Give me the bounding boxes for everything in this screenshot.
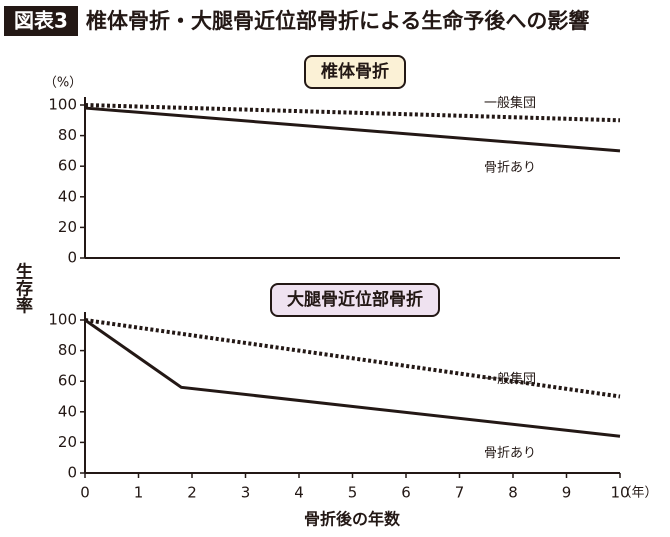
x-tick-label: 4 <box>294 484 304 502</box>
y-tick-label: 40 <box>58 187 77 205</box>
x-axis-label: 骨折後の年数 <box>304 510 401 529</box>
x-tick-label: 3 <box>241 484 251 502</box>
y-tick-label: 100 <box>48 311 77 329</box>
series-line <box>84 318 621 399</box>
x-tick-label: 1 <box>134 484 144 502</box>
y-tick-label: 100 <box>48 96 77 114</box>
y-tick-label: 80 <box>58 126 77 144</box>
chart-title: 大腿骨近位部骨折 <box>287 289 423 310</box>
chart-title: 椎体骨折 <box>320 61 389 82</box>
x-tick-label: 2 <box>187 484 197 502</box>
x-tick-label: 0 <box>80 484 90 502</box>
y-tick-label: 40 <box>58 402 77 420</box>
y-tick-label: 20 <box>58 218 77 236</box>
page-title: 椎体骨折・大腿骨近位部骨折による生命予後への影響 <box>86 9 589 33</box>
badge: 図表3 <box>14 9 68 33</box>
x-tick-label: 10 <box>610 484 629 502</box>
y-tick-label: 20 <box>58 433 77 451</box>
y-tick-label: 80 <box>58 341 77 359</box>
series-label: 骨折あり <box>484 160 536 175</box>
series-line <box>84 106 621 153</box>
series-label: 一般集団 <box>484 371 536 387</box>
title-box <box>304 55 406 89</box>
y-tick-label: 0 <box>67 249 77 267</box>
x-tick-label: 9 <box>562 484 572 502</box>
badge-bg <box>4 6 78 36</box>
title-box <box>270 283 440 317</box>
x-tick-label: 6 <box>401 484 411 502</box>
series-line <box>84 318 621 438</box>
x-tick-label: 5 <box>348 484 358 502</box>
y-unit: （%） <box>44 76 82 91</box>
x-tick-label: 8 <box>508 484 518 502</box>
x-unit: （年） <box>618 486 657 501</box>
y-tick-label: 60 <box>58 157 77 175</box>
y-tick-label: 0 <box>67 464 77 482</box>
y-axis-label: 生存率 <box>12 261 33 314</box>
x-tick-label: 7 <box>455 484 465 502</box>
series-label: 骨折あり <box>484 446 536 461</box>
series-label: 一般集団 <box>484 95 536 111</box>
series-line <box>84 103 621 123</box>
y-tick-label: 60 <box>58 372 77 390</box>
